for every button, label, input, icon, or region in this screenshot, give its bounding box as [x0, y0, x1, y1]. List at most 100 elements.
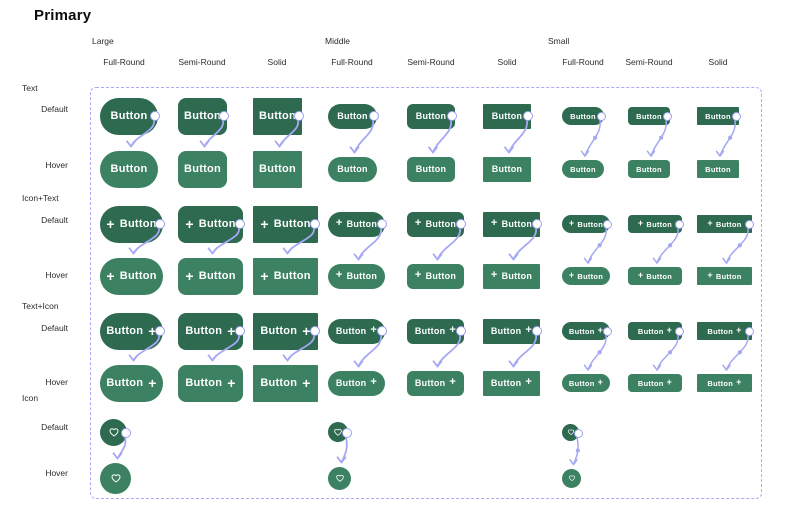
button-small-solid-texticon-hover[interactable]: Button + — [697, 374, 752, 392]
connector-handle[interactable] — [731, 111, 741, 121]
button-label: Button — [106, 325, 144, 337]
button-large-full-round-icon-hover[interactable] — [100, 462, 131, 494]
connector-handle[interactable] — [662, 111, 672, 121]
button-small-full-round-text-hover[interactable]: Button — [562, 160, 604, 178]
button-middle-full-round-icontext-hover[interactable]: + Button — [328, 263, 385, 289]
connector-handle[interactable] — [596, 111, 606, 121]
button-small-full-round-texticon-hover[interactable]: Button + — [562, 374, 610, 392]
button-small-solid-text-hover[interactable]: Button — [697, 160, 739, 178]
button-middle-solid-icontext-hover[interactable]: + Button — [483, 263, 540, 289]
button-label: Button — [346, 271, 378, 281]
button-small-semi-round-texticon-hover[interactable]: Button + — [628, 374, 682, 392]
button-label: Button — [119, 218, 157, 230]
connector-handle[interactable] — [456, 326, 466, 336]
button-label: Button — [646, 271, 673, 281]
button-large-solid-texticon-default[interactable]: Button + — [253, 312, 318, 350]
button-small-full-round-icontext-hover[interactable]: + Button — [562, 267, 610, 285]
connector-handle[interactable] — [602, 219, 612, 229]
button-small-full-round-icon-hover[interactable] — [562, 468, 581, 488]
button-large-semi-round-icontext-hover[interactable]: + Button — [178, 257, 243, 295]
row-group-label-icon-text: Icon+Text — [22, 193, 59, 203]
button-middle-solid-texticon-hover[interactable]: Button + — [483, 370, 540, 396]
button-large-full-round-icontext-default[interactable]: + Button — [100, 205, 163, 243]
connector-handle[interactable] — [532, 326, 542, 336]
button-small-solid-texticon-default[interactable]: Button + — [697, 322, 752, 340]
button-large-semi-round-texticon-hover[interactable]: Button + — [178, 364, 243, 402]
button-label: Button — [707, 326, 734, 336]
connector-handle[interactable] — [744, 326, 754, 336]
button-small-solid-icontext-default[interactable]: + Button — [697, 215, 752, 233]
variant-label-small-semi-round: Semi-Round — [625, 57, 673, 67]
button-large-semi-round-icontext-default[interactable]: + Button — [178, 205, 243, 243]
button-label: Button — [568, 378, 595, 388]
plus-icon: + — [185, 267, 194, 284]
variant-label-small-full-round: Full-Round — [562, 57, 604, 67]
connector-handle[interactable] — [150, 111, 160, 121]
plus-icon: + — [666, 377, 673, 387]
plus-icon: + — [106, 215, 115, 232]
button-large-solid-texticon-hover[interactable]: Button + — [253, 364, 318, 402]
button-label: Button — [337, 111, 368, 121]
button-small-semi-round-texticon-default[interactable]: Button + — [628, 322, 682, 340]
button-large-solid-text-hover[interactable]: Button — [253, 150, 302, 188]
button-large-solid-icontext-hover[interactable]: + Button — [253, 257, 318, 295]
connector-handle[interactable] — [447, 111, 457, 121]
button-large-semi-round-texticon-default[interactable]: Button + — [178, 312, 243, 350]
connector-handle[interactable] — [235, 219, 245, 229]
button-large-full-round-texticon-hover[interactable]: Button + — [100, 364, 163, 402]
plus-icon: + — [335, 217, 343, 229]
connector-handle[interactable] — [294, 111, 304, 121]
button-label: Button — [198, 270, 236, 282]
button-large-full-round-icontext-hover[interactable]: + Button — [100, 257, 163, 295]
button-large-semi-round-text-hover[interactable]: Button — [178, 150, 227, 188]
row-group-label-text-icon: Text+Icon — [22, 301, 59, 311]
plus-icon: + — [568, 218, 575, 228]
button-label: Button — [577, 271, 604, 281]
button-small-semi-round-icontext-hover[interactable]: + Button — [628, 267, 682, 285]
plus-icon: + — [525, 376, 533, 388]
button-middle-semi-round-icontext-hover[interactable]: + Button — [407, 263, 464, 289]
button-middle-solid-text-hover[interactable]: Button — [483, 156, 531, 182]
size-group-label-large: Large — [92, 36, 114, 46]
connector-handle[interactable] — [155, 219, 165, 229]
connector-handle[interactable] — [369, 111, 379, 121]
connector-handle[interactable] — [602, 326, 612, 336]
button-large-full-round-text-hover[interactable]: Button — [100, 150, 158, 188]
button-middle-semi-round-text-hover[interactable]: Button — [407, 156, 455, 182]
button-small-solid-icontext-hover[interactable]: + Button — [697, 267, 752, 285]
connector-handle[interactable] — [121, 428, 131, 438]
connector-handle[interactable] — [532, 219, 542, 229]
button-middle-full-round-text-hover[interactable]: Button — [328, 156, 377, 182]
button-middle-full-round-texticon-hover[interactable]: Button + — [328, 370, 385, 396]
button-label: Button — [715, 271, 742, 281]
button-label: Button — [637, 378, 664, 388]
connector-handle[interactable] — [342, 428, 352, 438]
connector-handle[interactable] — [674, 219, 684, 229]
heart-icon — [567, 429, 574, 435]
connector-handle[interactable] — [310, 326, 320, 336]
connector-handle[interactable] — [744, 219, 754, 229]
button-large-solid-icontext-default[interactable]: + Button — [253, 205, 318, 243]
button-small-semi-round-text-hover[interactable]: Button — [628, 160, 670, 178]
connector-handle[interactable] — [456, 219, 466, 229]
button-small-semi-round-icontext-default[interactable]: + Button — [628, 215, 682, 233]
plus-icon: + — [449, 376, 457, 388]
connector-handle[interactable] — [674, 326, 684, 336]
plus-icon: + — [637, 218, 644, 228]
button-large-full-round-texticon-default[interactable]: Button + — [100, 312, 163, 350]
button-label: Button — [636, 111, 662, 121]
connector-handle[interactable] — [219, 111, 229, 121]
plus-icon: + — [370, 376, 378, 388]
button-middle-semi-round-texticon-hover[interactable]: Button + — [407, 370, 464, 396]
button-middle-full-round-icon-hover[interactable] — [328, 466, 351, 490]
plus-icon: + — [414, 217, 422, 229]
connector-handle[interactable] — [155, 326, 165, 336]
connector-handle[interactable] — [310, 219, 320, 229]
plus-icon: + — [707, 218, 713, 228]
heart-icon — [568, 475, 575, 481]
connector-handle[interactable] — [523, 111, 533, 121]
connector-handle[interactable] — [573, 428, 583, 438]
connector-handle[interactable] — [235, 326, 245, 336]
connector-handle[interactable] — [377, 326, 387, 336]
connector-handle[interactable] — [377, 219, 387, 229]
